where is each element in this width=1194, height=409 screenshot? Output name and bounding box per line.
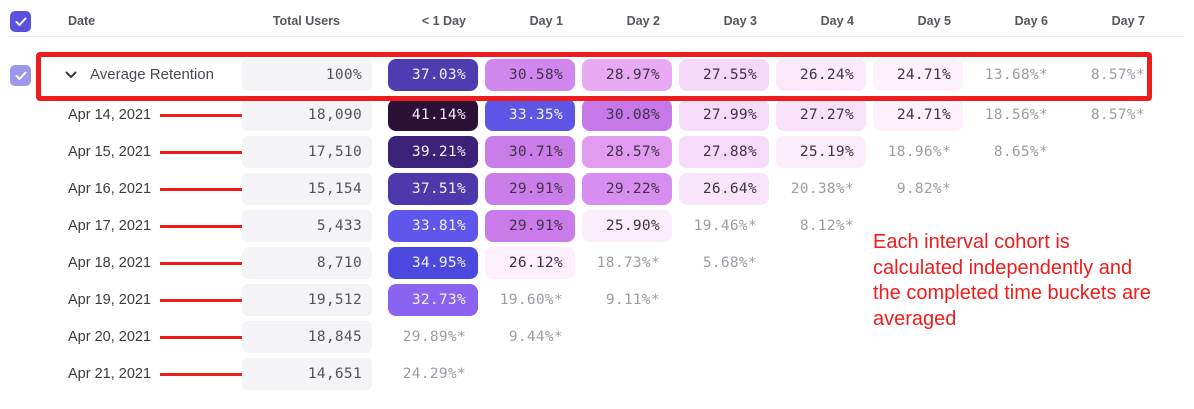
retention-cell[interactable]: 34.95% xyxy=(388,247,478,279)
average-retention-label: Average Retention xyxy=(90,66,214,83)
total-users-pill: 19,512 xyxy=(242,284,372,316)
retention-cell[interactable]: 18.73%* xyxy=(596,255,660,271)
retention-cell[interactable]: 9.44%* xyxy=(508,329,563,345)
retention-cell[interactable]: 8.57%* xyxy=(1090,67,1145,83)
retention-cell[interactable]: 18.56%* xyxy=(984,107,1048,123)
retention-cell[interactable]: 30.71% xyxy=(485,136,575,168)
retention-cell[interactable]: 8.12%* xyxy=(799,218,854,234)
column-header-day-3: Day 3 xyxy=(723,14,757,28)
retention-cell[interactable]: 33.35% xyxy=(485,99,575,131)
retention-cell[interactable]: 29.89%* xyxy=(402,329,466,345)
annotation-note: Each interval cohort is calculated indep… xyxy=(873,231,1151,330)
select-all-checkbox[interactable] xyxy=(10,11,31,32)
cohort-date-label: Apr 16, 2021 xyxy=(68,181,152,197)
retention-cell[interactable]: 26.24% xyxy=(776,59,866,91)
column-header-day-6: Day 6 xyxy=(1014,14,1048,28)
cohort-date-label: Apr 19, 2021 xyxy=(68,292,152,308)
total-users-pill: 5,433 xyxy=(242,210,372,242)
total-users-pill: 100% xyxy=(242,59,372,91)
column-header-day-4: Day 4 xyxy=(820,14,854,28)
retention-cell[interactable]: 26.12% xyxy=(485,247,575,279)
retention-cell[interactable]: 27.55% xyxy=(679,59,769,91)
retention-cell[interactable]: 24.71% xyxy=(873,99,963,131)
cohort-date-label: Apr 14, 2021 xyxy=(68,107,152,123)
retention-cell[interactable]: 27.27% xyxy=(776,99,866,131)
retention-cell[interactable]: 27.99% xyxy=(679,99,769,131)
cohort-date-label: Apr 17, 2021 xyxy=(68,218,152,234)
cohort-date-label: Apr 20, 2021 xyxy=(68,329,152,345)
header-divider xyxy=(8,36,1184,37)
retention-cell[interactable]: 37.03% xyxy=(388,59,478,91)
total-users-pill: 18,090 xyxy=(242,99,372,131)
retention-cell[interactable]: 25.19% xyxy=(776,136,866,168)
retention-cell[interactable]: 25.90% xyxy=(582,210,672,242)
retention-cell[interactable]: 18.96%* xyxy=(887,144,951,160)
retention-cell[interactable]: 9.11%* xyxy=(605,292,660,308)
column-header-day-5: Day 5 xyxy=(917,14,951,28)
total-users-pill: 18,845 xyxy=(242,321,372,353)
retention-cell[interactable]: 20.38%* xyxy=(790,181,854,197)
retention-cell[interactable]: 5.68%* xyxy=(702,255,757,271)
retention-cell[interactable]: 26.64% xyxy=(679,173,769,205)
cohort-date-label: Apr 18, 2021 xyxy=(68,255,152,271)
retention-cell[interactable]: 39.21% xyxy=(388,136,478,168)
total-users-pill: 8,710 xyxy=(242,247,372,279)
cohort-date-label: Apr 15, 2021 xyxy=(68,144,152,160)
column-header-day-0: < 1 Day xyxy=(421,14,466,28)
retention-cell[interactable]: 29.22% xyxy=(582,173,672,205)
retention-cell[interactable]: 28.57% xyxy=(582,136,672,168)
column-header-total-users: Total Users xyxy=(272,14,340,28)
retention-cell[interactable]: 30.08% xyxy=(582,99,672,131)
collapse-chevron-icon[interactable] xyxy=(64,65,78,85)
retention-cell[interactable]: 8.65%* xyxy=(993,144,1048,160)
check-icon xyxy=(15,71,26,80)
total-users-pill: 14,651 xyxy=(242,358,372,390)
total-users-pill: 15,154 xyxy=(242,173,372,205)
average-row-checkbox[interactable] xyxy=(10,65,31,86)
retention-cell[interactable]: 41.14% xyxy=(388,99,478,131)
retention-cell[interactable]: 29.91% xyxy=(485,210,575,242)
retention-cell[interactable]: 24.71% xyxy=(873,59,963,91)
check-icon xyxy=(15,17,26,26)
retention-cell[interactable]: 19.60%* xyxy=(499,292,563,308)
retention-cell[interactable]: 29.91% xyxy=(485,173,575,205)
column-header-day-7: Day 7 xyxy=(1111,14,1145,28)
retention-cell[interactable]: 37.51% xyxy=(388,173,478,205)
retention-cell[interactable]: 13.68%* xyxy=(984,67,1048,83)
retention-cell[interactable]: 9.82%* xyxy=(896,181,951,197)
retention-cell[interactable]: 24.29%* xyxy=(402,366,466,382)
retention-cell[interactable]: 19.46%* xyxy=(693,218,757,234)
column-header-day-1: Day 1 xyxy=(529,14,563,28)
total-users-pill: 17,510 xyxy=(242,136,372,168)
cohort-date-label: Apr 21, 2021 xyxy=(68,366,152,382)
retention-cell[interactable]: 27.88% xyxy=(679,136,769,168)
column-header-date: Date xyxy=(68,14,96,28)
retention-cell[interactable]: 30.58% xyxy=(485,59,575,91)
column-header-day-2: Day 2 xyxy=(626,14,660,28)
retention-cell[interactable]: 8.57%* xyxy=(1090,107,1145,123)
retention-cell[interactable]: 28.97% xyxy=(582,59,672,91)
retention-cell[interactable]: 32.73% xyxy=(388,284,478,316)
retention-cell[interactable]: 33.81% xyxy=(388,210,478,242)
